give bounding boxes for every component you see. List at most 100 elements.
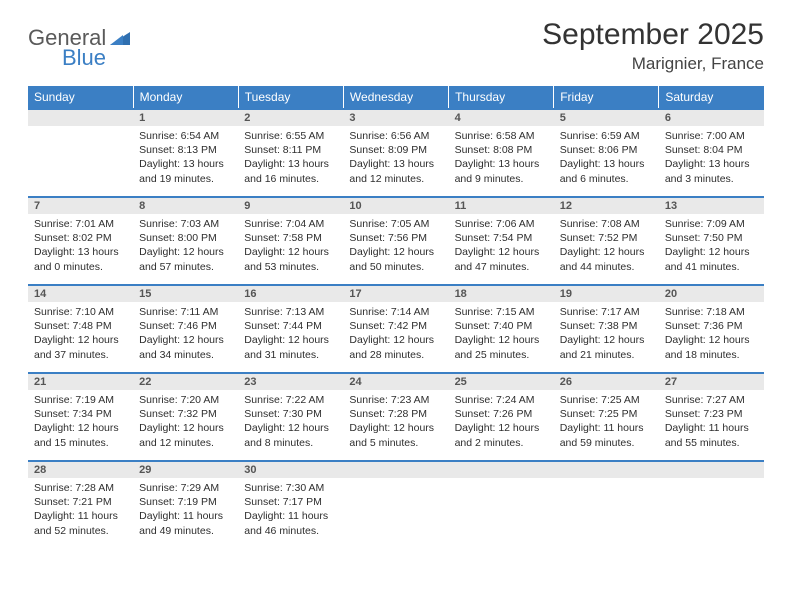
calendar-cell: 28Sunrise: 7:28 AMSunset: 7:21 PMDayligh… [28,460,133,548]
daylight-text-2: and 41 minutes. [665,260,758,274]
day-number: 16 [238,284,343,302]
calendar-week-row: 1Sunrise: 6:54 AMSunset: 8:13 PMDaylight… [28,108,764,196]
weekday-header: Sunday [28,86,133,108]
daylight-text-2: and 37 minutes. [34,348,127,362]
daylight-text-1: Daylight: 12 hours [455,333,548,347]
sunrise-text: Sunrise: 6:56 AM [349,129,442,143]
sunset-text: Sunset: 8:00 PM [139,231,232,245]
day-number: 30 [238,460,343,478]
sunset-text: Sunset: 7:25 PM [560,407,653,421]
daylight-text-2: and 34 minutes. [139,348,232,362]
day-number: 29 [133,460,238,478]
calendar-cell: 4Sunrise: 6:58 AMSunset: 8:08 PMDaylight… [449,108,554,196]
daylight-text-2: and 6 minutes. [560,172,653,186]
calendar-cell: 6Sunrise: 7:00 AMSunset: 8:04 PMDaylight… [659,108,764,196]
daylight-text-1: Daylight: 13 hours [34,245,127,259]
sunrise-text: Sunrise: 7:10 AM [34,305,127,319]
calendar-cell: 15Sunrise: 7:11 AMSunset: 7:46 PMDayligh… [133,284,238,372]
day-details: Sunrise: 7:27 AMSunset: 7:23 PMDaylight:… [659,390,764,454]
daylight-text-1: Daylight: 13 hours [244,157,337,171]
day-number: 14 [28,284,133,302]
daylight-text-2: and 0 minutes. [34,260,127,274]
sunset-text: Sunset: 7:26 PM [455,407,548,421]
sunset-text: Sunset: 8:08 PM [455,143,548,157]
day-details: Sunrise: 7:28 AMSunset: 7:21 PMDaylight:… [28,478,133,542]
daylight-text-1: Daylight: 13 hours [665,157,758,171]
day-number: 28 [28,460,133,478]
daylight-text-2: and 25 minutes. [455,348,548,362]
brand-word-2: Blue [62,47,130,69]
sunrise-text: Sunrise: 7:28 AM [34,481,127,495]
daylight-text-2: and 15 minutes. [34,436,127,450]
daylight-text-2: and 18 minutes. [665,348,758,362]
weekday-header: Saturday [659,86,764,108]
sunrise-text: Sunrise: 7:14 AM [349,305,442,319]
daylight-text-2: and 31 minutes. [244,348,337,362]
sunrise-text: Sunrise: 7:29 AM [139,481,232,495]
daylight-text-2: and 5 minutes. [349,436,442,450]
day-number: 2 [238,108,343,126]
calendar-cell: 17Sunrise: 7:14 AMSunset: 7:42 PMDayligh… [343,284,448,372]
daylight-text-1: Daylight: 12 hours [665,245,758,259]
sunset-text: Sunset: 8:04 PM [665,143,758,157]
daylight-text-2: and 55 minutes. [665,436,758,450]
daylight-text-1: Daylight: 12 hours [244,333,337,347]
calendar-cell: 20Sunrise: 7:18 AMSunset: 7:36 PMDayligh… [659,284,764,372]
calendar-cell: 14Sunrise: 7:10 AMSunset: 7:48 PMDayligh… [28,284,133,372]
daylight-text-2: and 57 minutes. [139,260,232,274]
daylight-text-1: Daylight: 11 hours [244,509,337,523]
weekday-header: Monday [133,86,238,108]
daylight-text-1: Daylight: 12 hours [349,333,442,347]
day-number: 3 [343,108,448,126]
sunrise-text: Sunrise: 7:18 AM [665,305,758,319]
sunrise-text: Sunrise: 6:54 AM [139,129,232,143]
sunset-text: Sunset: 7:23 PM [665,407,758,421]
sunset-text: Sunset: 7:50 PM [665,231,758,245]
weekday-header: Wednesday [343,86,448,108]
calendar-page: General Blue September 2025 Marignier, F… [0,0,792,566]
sunset-text: Sunset: 7:46 PM [139,319,232,333]
sunrise-text: Sunrise: 7:20 AM [139,393,232,407]
daylight-text-2: and 3 minutes. [665,172,758,186]
weekday-header: Tuesday [238,86,343,108]
sunrise-text: Sunrise: 7:13 AM [244,305,337,319]
sunrise-text: Sunrise: 6:59 AM [560,129,653,143]
day-number [659,460,764,478]
sunset-text: Sunset: 7:54 PM [455,231,548,245]
day-number: 17 [343,284,448,302]
day-number [28,108,133,126]
day-number: 19 [554,284,659,302]
daylight-text-1: Daylight: 12 hours [34,333,127,347]
daylight-text-2: and 53 minutes. [244,260,337,274]
sunset-text: Sunset: 8:06 PM [560,143,653,157]
sunrise-text: Sunrise: 6:58 AM [455,129,548,143]
month-title: September 2025 [542,18,764,52]
sunset-text: Sunset: 7:38 PM [560,319,653,333]
daylight-text-2: and 2 minutes. [455,436,548,450]
sunset-text: Sunset: 8:02 PM [34,231,127,245]
sunrise-text: Sunrise: 7:05 AM [349,217,442,231]
day-details: Sunrise: 7:23 AMSunset: 7:28 PMDaylight:… [343,390,448,454]
sunset-text: Sunset: 7:40 PM [455,319,548,333]
day-details: Sunrise: 7:14 AMSunset: 7:42 PMDaylight:… [343,302,448,366]
calendar-cell: 13Sunrise: 7:09 AMSunset: 7:50 PMDayligh… [659,196,764,284]
sunset-text: Sunset: 7:17 PM [244,495,337,509]
day-details: Sunrise: 7:09 AMSunset: 7:50 PMDaylight:… [659,214,764,278]
calendar-cell: 11Sunrise: 7:06 AMSunset: 7:54 PMDayligh… [449,196,554,284]
sunrise-text: Sunrise: 7:09 AM [665,217,758,231]
day-number: 8 [133,196,238,214]
calendar-cell: 27Sunrise: 7:27 AMSunset: 7:23 PMDayligh… [659,372,764,460]
day-number: 1 [133,108,238,126]
brand-triangle-icon [110,27,130,49]
daylight-text-1: Daylight: 13 hours [455,157,548,171]
daylight-text-2: and 52 minutes. [34,524,127,538]
day-number: 26 [554,372,659,390]
daylight-text-2: and 49 minutes. [139,524,232,538]
day-details: Sunrise: 7:15 AMSunset: 7:40 PMDaylight:… [449,302,554,366]
weekday-header: Friday [554,86,659,108]
calendar-cell [554,460,659,548]
day-details: Sunrise: 7:13 AMSunset: 7:44 PMDaylight:… [238,302,343,366]
sunset-text: Sunset: 7:30 PM [244,407,337,421]
calendar-cell [449,460,554,548]
day-details: Sunrise: 6:59 AMSunset: 8:06 PMDaylight:… [554,126,659,190]
